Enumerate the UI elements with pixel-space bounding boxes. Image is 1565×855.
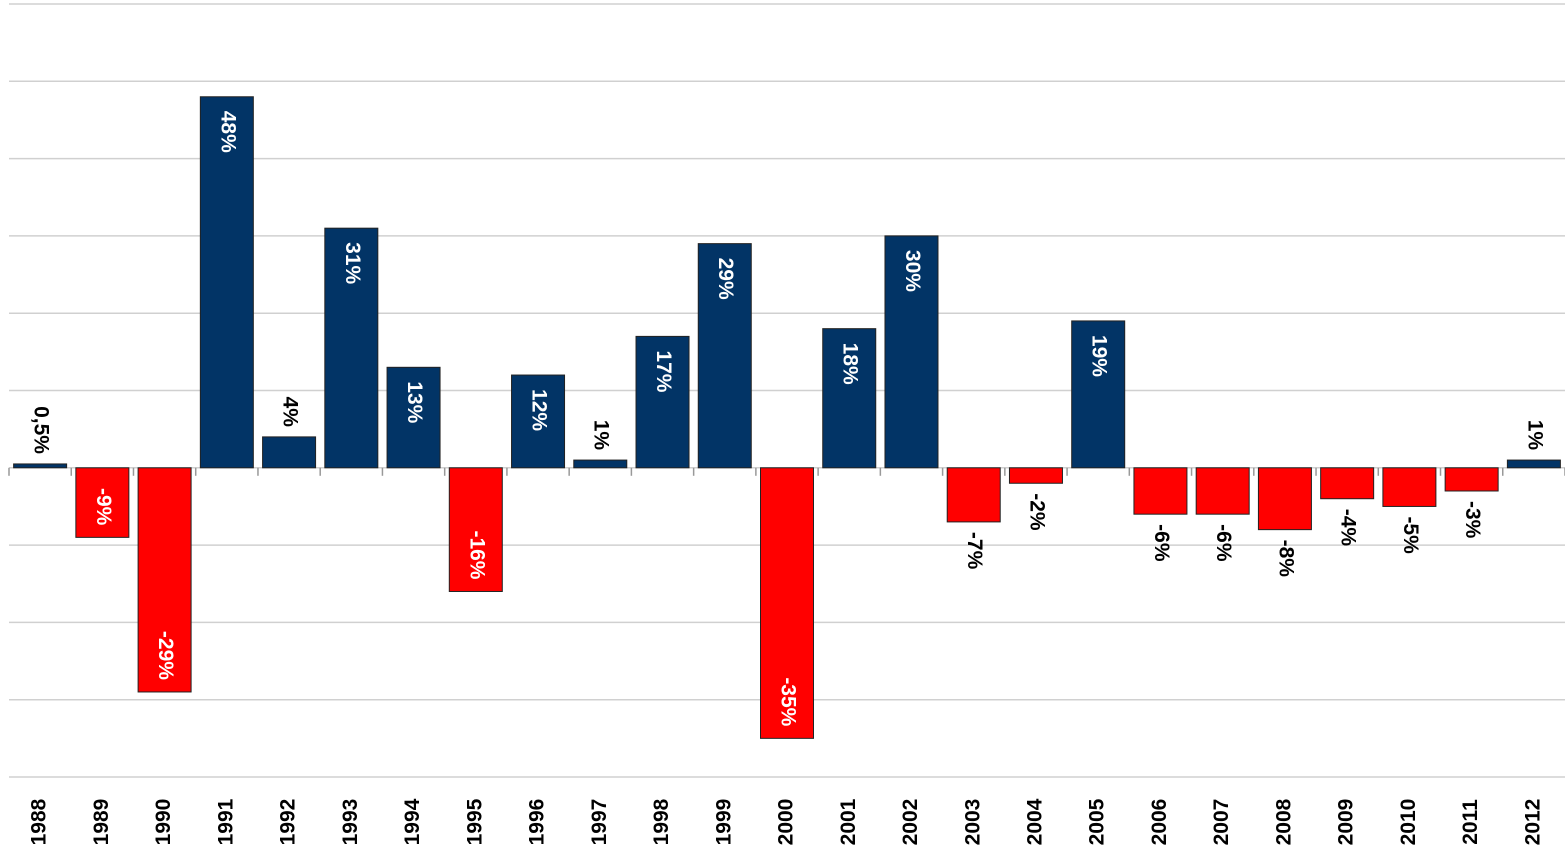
- value-label: -6%: [1212, 524, 1235, 562]
- x-tick-label: 1997: [588, 799, 611, 846]
- value-label: 4%: [279, 397, 302, 428]
- value-label: -4%: [1337, 509, 1360, 547]
- value-label: -35%: [776, 677, 799, 726]
- value-label: 31%: [341, 242, 364, 284]
- value-label: -9%: [92, 488, 115, 526]
- bar: [884, 235, 939, 469]
- value-label: -7%: [963, 532, 986, 570]
- x-tick-label: 2005: [1086, 798, 1109, 845]
- bar: [511, 374, 566, 469]
- value-label: 1%: [590, 420, 613, 451]
- bar: [1320, 467, 1375, 500]
- x-tick-label: 1988: [28, 798, 51, 845]
- value-label: -5%: [1399, 516, 1422, 554]
- bar: [1382, 467, 1437, 507]
- bar: [1071, 320, 1126, 469]
- x-tick-label: 2008: [1272, 798, 1295, 845]
- bar: [573, 459, 628, 469]
- value-label: -8%: [1274, 540, 1297, 578]
- x-tick-label: 2012: [1521, 799, 1544, 846]
- x-tick-label: 1993: [339, 799, 362, 846]
- bar: [199, 96, 254, 469]
- bar: [697, 243, 752, 469]
- bar: [324, 227, 379, 469]
- bar: [386, 366, 441, 469]
- value-label: 13%: [403, 381, 426, 423]
- x-tick-label: 1996: [526, 799, 549, 846]
- x-tick-label: 1991: [214, 798, 237, 845]
- x-tick-label: 1995: [463, 798, 486, 845]
- bar: [822, 328, 877, 469]
- x-tick-label: 1998: [650, 798, 673, 845]
- x-tick-label: 2011: [1459, 799, 1482, 845]
- bar: [1506, 459, 1561, 469]
- x-tick-label: 2010: [1397, 799, 1420, 846]
- bar: [1257, 467, 1312, 531]
- value-label: 18%: [839, 343, 862, 385]
- x-tick-label: 2009: [1335, 799, 1358, 846]
- value-label: -6%: [1150, 524, 1173, 562]
- bar: [448, 467, 503, 592]
- value-label: -29%: [154, 631, 177, 680]
- value-label: 12%: [527, 389, 550, 431]
- bar: [635, 335, 690, 469]
- bar: [1133, 467, 1188, 515]
- x-tick-label: 1990: [152, 799, 175, 846]
- value-label: 29%: [714, 258, 737, 300]
- x-tick-label: 1994: [401, 798, 424, 845]
- x-tick-label: 2004: [1024, 798, 1047, 845]
- bar: [137, 467, 192, 693]
- x-tick-label: 1992: [277, 799, 300, 846]
- x-tick-label: 2001: [837, 798, 860, 845]
- value-label: -16%: [465, 530, 488, 579]
- value-label: -3%: [1461, 501, 1484, 539]
- bar: [1008, 467, 1063, 484]
- value-label: 17%: [652, 350, 675, 392]
- bar: [262, 436, 317, 469]
- value-label: 48%: [216, 111, 239, 153]
- bar: [1444, 467, 1499, 492]
- value-label: 19%: [1088, 335, 1111, 377]
- bar: [760, 467, 814, 739]
- x-tick-label: 2007: [1210, 799, 1233, 846]
- x-tick-label: 2002: [899, 799, 922, 846]
- value-label: 1%: [1523, 420, 1546, 451]
- value-label: 0,5%: [30, 406, 53, 454]
- value-label: -2%: [1025, 493, 1048, 531]
- x-tick-label: 1989: [90, 799, 113, 846]
- value-label: 30%: [901, 250, 924, 292]
- x-tick-label: 2006: [1148, 799, 1171, 846]
- x-tick-label: 2000: [775, 799, 798, 846]
- x-tick-label: 2003: [961, 799, 984, 846]
- bar: [946, 467, 1001, 523]
- x-tick-label: 1999: [712, 799, 735, 846]
- bar: [75, 467, 130, 538]
- bar: [1195, 467, 1250, 515]
- bar: [13, 463, 68, 469]
